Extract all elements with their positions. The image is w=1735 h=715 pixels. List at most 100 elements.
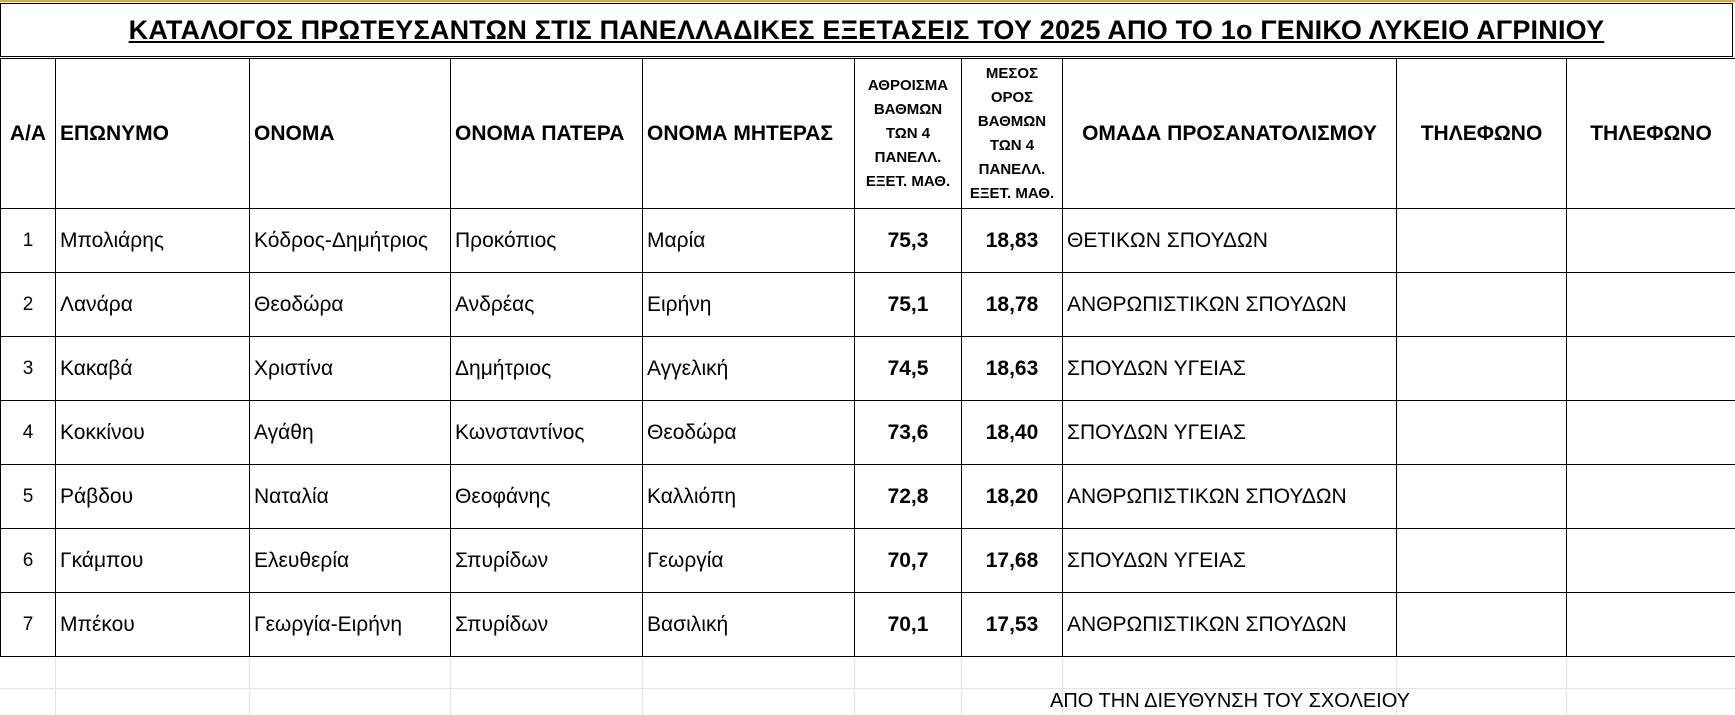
- cell-surname[interactable]: Κακαβά: [55, 336, 250, 401]
- cell-sum-grades[interactable]: 75,1: [854, 272, 962, 337]
- cell-phone-1[interactable]: [1396, 336, 1567, 401]
- cell-average-grade[interactable]: 18,78: [961, 272, 1063, 337]
- cell-average-grade[interactable]: 18,63: [961, 336, 1063, 401]
- cell-father-name[interactable]: Θεοφάνης: [450, 464, 643, 529]
- cell-orientation-group[interactable]: ΣΠΟΥΔΩΝ ΥΓΕΙΑΣ: [1062, 528, 1397, 593]
- header-sum-line: ΒΑΘΜΩΝ: [873, 100, 943, 118]
- cell-mother-name[interactable]: Ειρήνη: [642, 272, 855, 337]
- cell-name[interactable]: Κόδρος-Δημήτριος: [249, 208, 451, 273]
- cell-father-name[interactable]: Κωνσταντίνος: [450, 400, 643, 465]
- cell-name[interactable]: Γεωργία-Ειρήνη: [249, 592, 451, 657]
- table-row: 7 Μπέκου Γεωργία-Ειρήνη Σπυρίδων Βασιλικ…: [0, 592, 1735, 657]
- header-orientation-group[interactable]: ΟΜΑΔΑ ΠΡΟΣΑΝΑΤΟΛΙΣΜΟΥ: [1062, 58, 1397, 209]
- cell-surname[interactable]: Ράβδου: [55, 464, 250, 529]
- cell-phone-1[interactable]: [1396, 592, 1567, 657]
- cell-sum-grades[interactable]: 75,3: [854, 208, 962, 273]
- cell-surname[interactable]: Μπολιάρης: [55, 208, 250, 273]
- cell-aa[interactable]: 2: [0, 272, 56, 337]
- cell-surname[interactable]: Κοκκίνου: [55, 400, 250, 465]
- cell-phone-2[interactable]: [1566, 336, 1735, 401]
- header-avg-line: ΟΡΟΣ: [990, 88, 1034, 106]
- cell-phone-2[interactable]: [1566, 592, 1735, 657]
- table-row: 4 Κοκκίνου Αγάθη Κωνσταντίνος Θεοδώρα 73…: [0, 400, 1735, 465]
- header-row: Α/Α ΕΠΩΝΥΜΟ ΟΝΟΜΑ ΟΝΟΜΑ ΠΑΤΕΡΑ ΟΝΟΜΑ ΜΗΤ…: [0, 58, 1735, 209]
- cell-phone-2[interactable]: [1566, 528, 1735, 593]
- cell-sum-grades[interactable]: 70,1: [854, 592, 962, 657]
- cell-orientation-group[interactable]: ΑΝΘΡΩΠΙΣΤΙΚΩΝ ΣΠΟΥΔΩΝ: [1062, 592, 1397, 657]
- cell-surname[interactable]: Λανάρα: [55, 272, 250, 337]
- cell-average-grade[interactable]: 18,20: [961, 464, 1063, 529]
- cell-aa[interactable]: 6: [0, 528, 56, 593]
- cell-sum-grades[interactable]: 73,6: [854, 400, 962, 465]
- cell-phone-2[interactable]: [1566, 208, 1735, 273]
- cell-sum-grades[interactable]: 70,7: [854, 528, 962, 593]
- cell-sum-grades[interactable]: 74,5: [854, 336, 962, 401]
- cell-phone-1[interactable]: [1396, 400, 1567, 465]
- grid-line: [961, 658, 962, 715]
- cell-aa[interactable]: 4: [0, 400, 56, 465]
- header-avg-line: ΜΕΣΟΣ: [985, 64, 1039, 82]
- cell-aa[interactable]: 3: [0, 336, 56, 401]
- cell-orientation-group[interactable]: ΑΝΘΡΩΠΙΣΤΙΚΩΝ ΣΠΟΥΔΩΝ: [1062, 272, 1397, 337]
- cell-surname[interactable]: Γκάμπου: [55, 528, 250, 593]
- cell-phone-1[interactable]: [1396, 208, 1567, 273]
- cell-phone-2[interactable]: [1566, 400, 1735, 465]
- cell-name[interactable]: Χριστίνα: [249, 336, 451, 401]
- cell-sum-grades[interactable]: 72,8: [854, 464, 962, 529]
- top-rule: [0, 0, 1735, 2]
- table-row: 6 Γκάμπου Ελευθερία Σπυρίδων Γεωργία 70,…: [0, 528, 1735, 593]
- cell-phone-1[interactable]: [1396, 464, 1567, 529]
- cell-name[interactable]: Αγάθη: [249, 400, 451, 465]
- cell-orientation-group[interactable]: ΑΝΘΡΩΠΙΣΤΙΚΩΝ ΣΠΟΥΔΩΝ: [1062, 464, 1397, 529]
- cell-average-grade[interactable]: 18,40: [961, 400, 1063, 465]
- cell-mother-name[interactable]: Θεοδώρα: [642, 400, 855, 465]
- grid-line: [450, 658, 451, 715]
- cell-father-name[interactable]: Σπυρίδων: [450, 592, 643, 657]
- cell-mother-name[interactable]: Αγγελική: [642, 336, 855, 401]
- cell-average-grade[interactable]: 18,83: [961, 208, 1063, 273]
- header-average-grade[interactable]: ΜΕΣΟΣ ΟΡΟΣ ΒΑΘΜΩΝ ΤΩΝ 4 ΠΑΝΕΛΛ. ΕΞΕΤ. ΜΑ…: [961, 58, 1063, 209]
- cell-name[interactable]: Ναταλία: [249, 464, 451, 529]
- header-surname[interactable]: ΕΠΩΝΥΜΟ: [55, 58, 250, 209]
- grid-line: [1396, 658, 1397, 715]
- header-avg-line: ΒΑΘΜΩΝ: [977, 112, 1047, 130]
- header-aa[interactable]: Α/Α: [0, 58, 56, 209]
- header-sum-line: ΠΑΝΕΛΛ.: [874, 148, 942, 166]
- header-sum-line: ΕΞΕΤ. ΜΑΘ.: [865, 172, 951, 190]
- cell-orientation-group[interactable]: ΣΠΟΥΔΩΝ ΥΓΕΙΑΣ: [1062, 336, 1397, 401]
- footer-signature: ΑΠΟ ΤΗΝ ΔΙΕΥΘΥΝΣΗ ΤΟΥ ΣΧΟΛΕΙΟΥ: [1050, 690, 1410, 712]
- cell-phone-1[interactable]: [1396, 528, 1567, 593]
- cell-name[interactable]: Θεοδώρα: [249, 272, 451, 337]
- cell-father-name[interactable]: Ανδρέας: [450, 272, 643, 337]
- cell-father-name[interactable]: Προκόπιος: [450, 208, 643, 273]
- cell-phone-1[interactable]: [1396, 272, 1567, 337]
- cell-phone-2[interactable]: [1566, 464, 1735, 529]
- grid-line: [1062, 658, 1063, 715]
- header-mother-name[interactable]: ΟΝΟΜΑ ΜΗΤΕΡΑΣ: [642, 58, 855, 209]
- cell-mother-name[interactable]: Μαρία: [642, 208, 855, 273]
- header-father-name[interactable]: ΟΝΟΜΑ ΠΑΤΕΡΑ: [450, 58, 643, 209]
- table-row: 5 Ράβδου Ναταλία Θεοφάνης Καλλιόπη 72,8 …: [0, 464, 1735, 529]
- cell-name[interactable]: Ελευθερία: [249, 528, 451, 593]
- cell-father-name[interactable]: Δημήτριος: [450, 336, 643, 401]
- header-name[interactable]: ΟΝΟΜΑ: [249, 58, 451, 209]
- header-avg-line: ΤΩΝ 4: [989, 136, 1035, 154]
- cell-average-grade[interactable]: 17,68: [961, 528, 1063, 593]
- table-row: 1 Μπολιάρης Κόδρος-Δημήτριος Προκόπιος Μ…: [0, 208, 1735, 273]
- cell-aa[interactable]: 1: [0, 208, 56, 273]
- cell-average-grade[interactable]: 17,53: [961, 592, 1063, 657]
- header-sum-grades[interactable]: ΑΘΡΟΙΣΜΑ ΒΑΘΜΩΝ ΤΩΝ 4 ΠΑΝΕΛΛ. ΕΞΕΤ. ΜΑΘ.: [854, 58, 962, 209]
- cell-surname[interactable]: Μπέκου: [55, 592, 250, 657]
- cell-father-name[interactable]: Σπυρίδων: [450, 528, 643, 593]
- cell-mother-name[interactable]: Γεωργία: [642, 528, 855, 593]
- cell-orientation-group[interactable]: ΣΠΟΥΔΩΝ ΥΓΕΙΑΣ: [1062, 400, 1397, 465]
- cell-aa[interactable]: 7: [0, 592, 56, 657]
- header-phone-1[interactable]: ΤΗΛΕΦΩΝΟ: [1396, 58, 1567, 209]
- cell-phone-2[interactable]: [1566, 272, 1735, 337]
- cell-orientation-group[interactable]: ΘΕΤΙΚΩΝ ΣΠΟΥΔΩΝ: [1062, 208, 1397, 273]
- cell-mother-name[interactable]: Καλλιόπη: [642, 464, 855, 529]
- header-phone-2[interactable]: ΤΗΛΕΦΩΝΟ: [1566, 58, 1735, 209]
- cell-mother-name[interactable]: Βασιλική: [642, 592, 855, 657]
- cell-aa[interactable]: 5: [0, 464, 56, 529]
